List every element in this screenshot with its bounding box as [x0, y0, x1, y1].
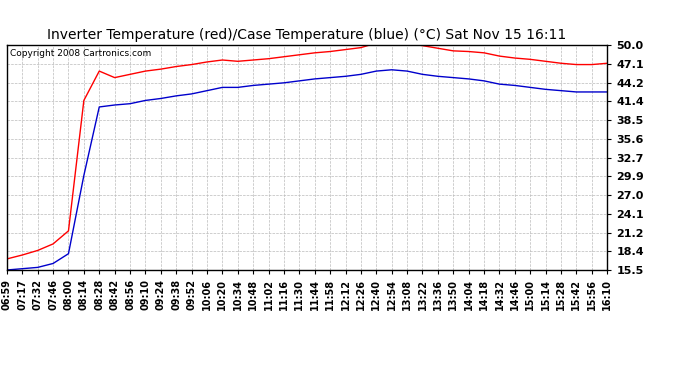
Title: Inverter Temperature (red)/Case Temperature (blue) (°C) Sat Nov 15 16:11: Inverter Temperature (red)/Case Temperat… [48, 28, 566, 42]
Text: Copyright 2008 Cartronics.com: Copyright 2008 Cartronics.com [10, 50, 151, 58]
